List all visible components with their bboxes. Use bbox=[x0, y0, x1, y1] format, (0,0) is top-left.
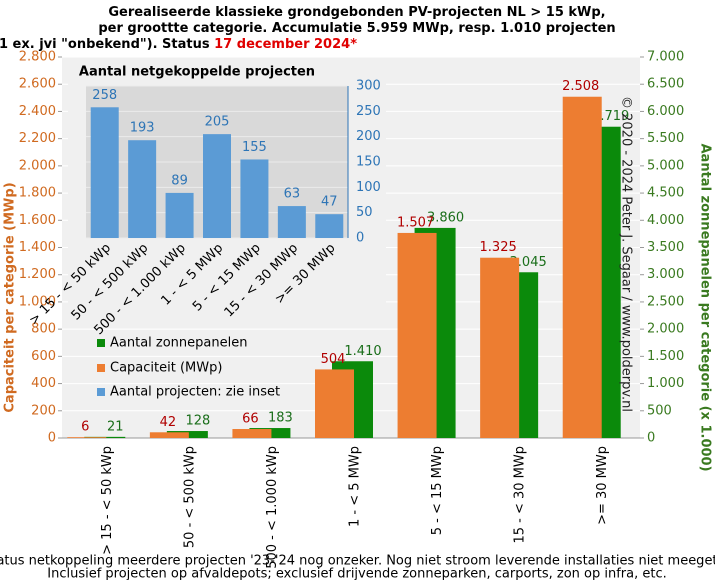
value-label: 155 bbox=[242, 140, 267, 155]
y-tick-label: 50 bbox=[356, 205, 373, 220]
value-label: 205 bbox=[205, 115, 230, 130]
value-label: 47 bbox=[321, 195, 338, 210]
bar bbox=[240, 159, 269, 238]
y-tick-label: 2.000 bbox=[19, 158, 56, 173]
bar bbox=[90, 107, 119, 238]
footnote: * Status netkoppeling meerdere projecten… bbox=[0, 554, 715, 569]
y-tick-label: 0 bbox=[48, 431, 56, 446]
y2-tick-label: 1.500 bbox=[647, 349, 684, 364]
y-tick-label: 1.600 bbox=[19, 213, 56, 228]
y-tick-label: 2.600 bbox=[19, 77, 56, 92]
y-axis-label: Capaciteit per categorie (MWp) bbox=[3, 182, 18, 412]
value-label: 2.508 bbox=[562, 79, 599, 94]
y2-tick-label: 3.500 bbox=[647, 240, 684, 255]
value-label: 63 bbox=[284, 187, 301, 202]
chart-title: Gerealiseerde klassieke grondgebonden PV… bbox=[0, 5, 616, 52]
value-label: 3.860 bbox=[427, 210, 464, 225]
bar bbox=[232, 429, 272, 438]
value-label: 1.410 bbox=[344, 344, 381, 359]
y2-tick-label: 1.000 bbox=[647, 376, 684, 391]
y-tick-label: 0 bbox=[356, 231, 364, 246]
value-label: 193 bbox=[130, 121, 155, 136]
y-tick-label: 600 bbox=[31, 349, 56, 364]
bar bbox=[128, 140, 157, 238]
legend-label: Capaciteit (MWp) bbox=[110, 361, 222, 376]
bar bbox=[203, 134, 231, 238]
y2-tick-label: 500 bbox=[647, 403, 672, 418]
value-label: 66 bbox=[242, 412, 259, 427]
y-tick-label: 1.400 bbox=[19, 240, 56, 255]
value-label: 1.507 bbox=[397, 215, 434, 230]
value-label: 128 bbox=[185, 414, 210, 429]
bar bbox=[277, 206, 306, 238]
bar bbox=[165, 192, 194, 238]
bar bbox=[149, 432, 189, 438]
y2-tick-label: 4.000 bbox=[647, 213, 684, 228]
copyright: © 2020 - 2024 Peter J. Segaar / www.pold… bbox=[619, 96, 634, 412]
x-tick-label: 5 - < 15 MWp bbox=[430, 446, 445, 535]
y-tick-label: 100 bbox=[356, 180, 381, 195]
value-label: 1.325 bbox=[480, 240, 517, 255]
legend-label: Aantal zonnepanelen bbox=[110, 336, 247, 351]
bar bbox=[480, 257, 520, 438]
value-label: 504 bbox=[321, 352, 346, 367]
y-tick-label: 150 bbox=[356, 155, 381, 170]
x-tick-label: > 15 - < 50 kWp bbox=[100, 446, 115, 555]
y2-tick-label: 2.500 bbox=[647, 294, 684, 309]
x-tick-label: 500 - < 1.000 kWp bbox=[265, 446, 280, 569]
y-tick-label: 400 bbox=[31, 376, 56, 391]
bar bbox=[397, 232, 437, 438]
bar bbox=[315, 214, 344, 238]
value-label: 89 bbox=[171, 173, 188, 188]
y-tick-label: 200 bbox=[356, 129, 381, 144]
x-tick-label: 1 - < 5 MWp bbox=[348, 446, 363, 527]
y-tick-label: 300 bbox=[356, 79, 381, 94]
y2-tick-label: 3.000 bbox=[647, 267, 684, 282]
y-tick-label: 2.400 bbox=[19, 104, 56, 119]
x-tick-label: >= 30 MWp bbox=[595, 446, 610, 525]
x-tick-label: 50 - < 500 kWp bbox=[182, 446, 197, 548]
y2-tick-label: 5.000 bbox=[647, 158, 684, 173]
y2-tick-label: 5.500 bbox=[647, 131, 684, 146]
y-tick-label: 800 bbox=[31, 322, 56, 337]
value-label: 258 bbox=[92, 88, 117, 103]
legend-swatch bbox=[97, 339, 105, 347]
y2-tick-label: 6.500 bbox=[647, 77, 684, 92]
y2-axis-label: Aantal zonnepanelen per categorie (x 1.0… bbox=[698, 143, 713, 471]
y-tick-label: 250 bbox=[356, 104, 381, 119]
value-label: 183 bbox=[268, 411, 293, 426]
title-line: Gerealiseerde klassieke grondgebonden PV… bbox=[108, 5, 605, 20]
y-tick-label: 1.000 bbox=[19, 294, 56, 309]
inset-title: Aantal netgekoppelde projecten bbox=[79, 65, 315, 80]
bar bbox=[67, 437, 107, 438]
legend-swatch bbox=[97, 364, 105, 372]
y-tick-label: 200 bbox=[31, 403, 56, 418]
y-tick-label: 1.800 bbox=[19, 186, 56, 201]
y2-tick-label: 4.500 bbox=[647, 186, 684, 201]
y-tick-label: 2.800 bbox=[19, 50, 56, 65]
y-tick-label: 2.200 bbox=[19, 131, 56, 146]
value-label: 21 bbox=[107, 419, 124, 434]
value-label: 6 bbox=[81, 420, 89, 435]
title-line: 17 december 2024* bbox=[214, 37, 357, 52]
y2-tick-label: 6.000 bbox=[647, 104, 684, 119]
y-tick-label: 1.200 bbox=[19, 267, 56, 282]
bar bbox=[562, 96, 602, 439]
legend-swatch bbox=[97, 388, 105, 396]
title-line: (incl. 1 ex. jvi "onbekend"). Status bbox=[0, 37, 214, 52]
y2-tick-label: 7.000 bbox=[647, 50, 684, 65]
bar bbox=[315, 369, 354, 438]
x-tick-label: 15 - < 30 MWp bbox=[513, 446, 528, 544]
y2-tick-label: 2.000 bbox=[647, 322, 684, 337]
title-line: per groottte categorie. Accumulatie 5.95… bbox=[98, 21, 615, 36]
y2-tick-label: 0 bbox=[647, 431, 655, 446]
legend-label: Aantal projecten: zie inset bbox=[110, 385, 280, 400]
footnote: Inclusief projecten op afvaldepots; excl… bbox=[47, 567, 667, 580]
value-label: 42 bbox=[160, 415, 177, 430]
